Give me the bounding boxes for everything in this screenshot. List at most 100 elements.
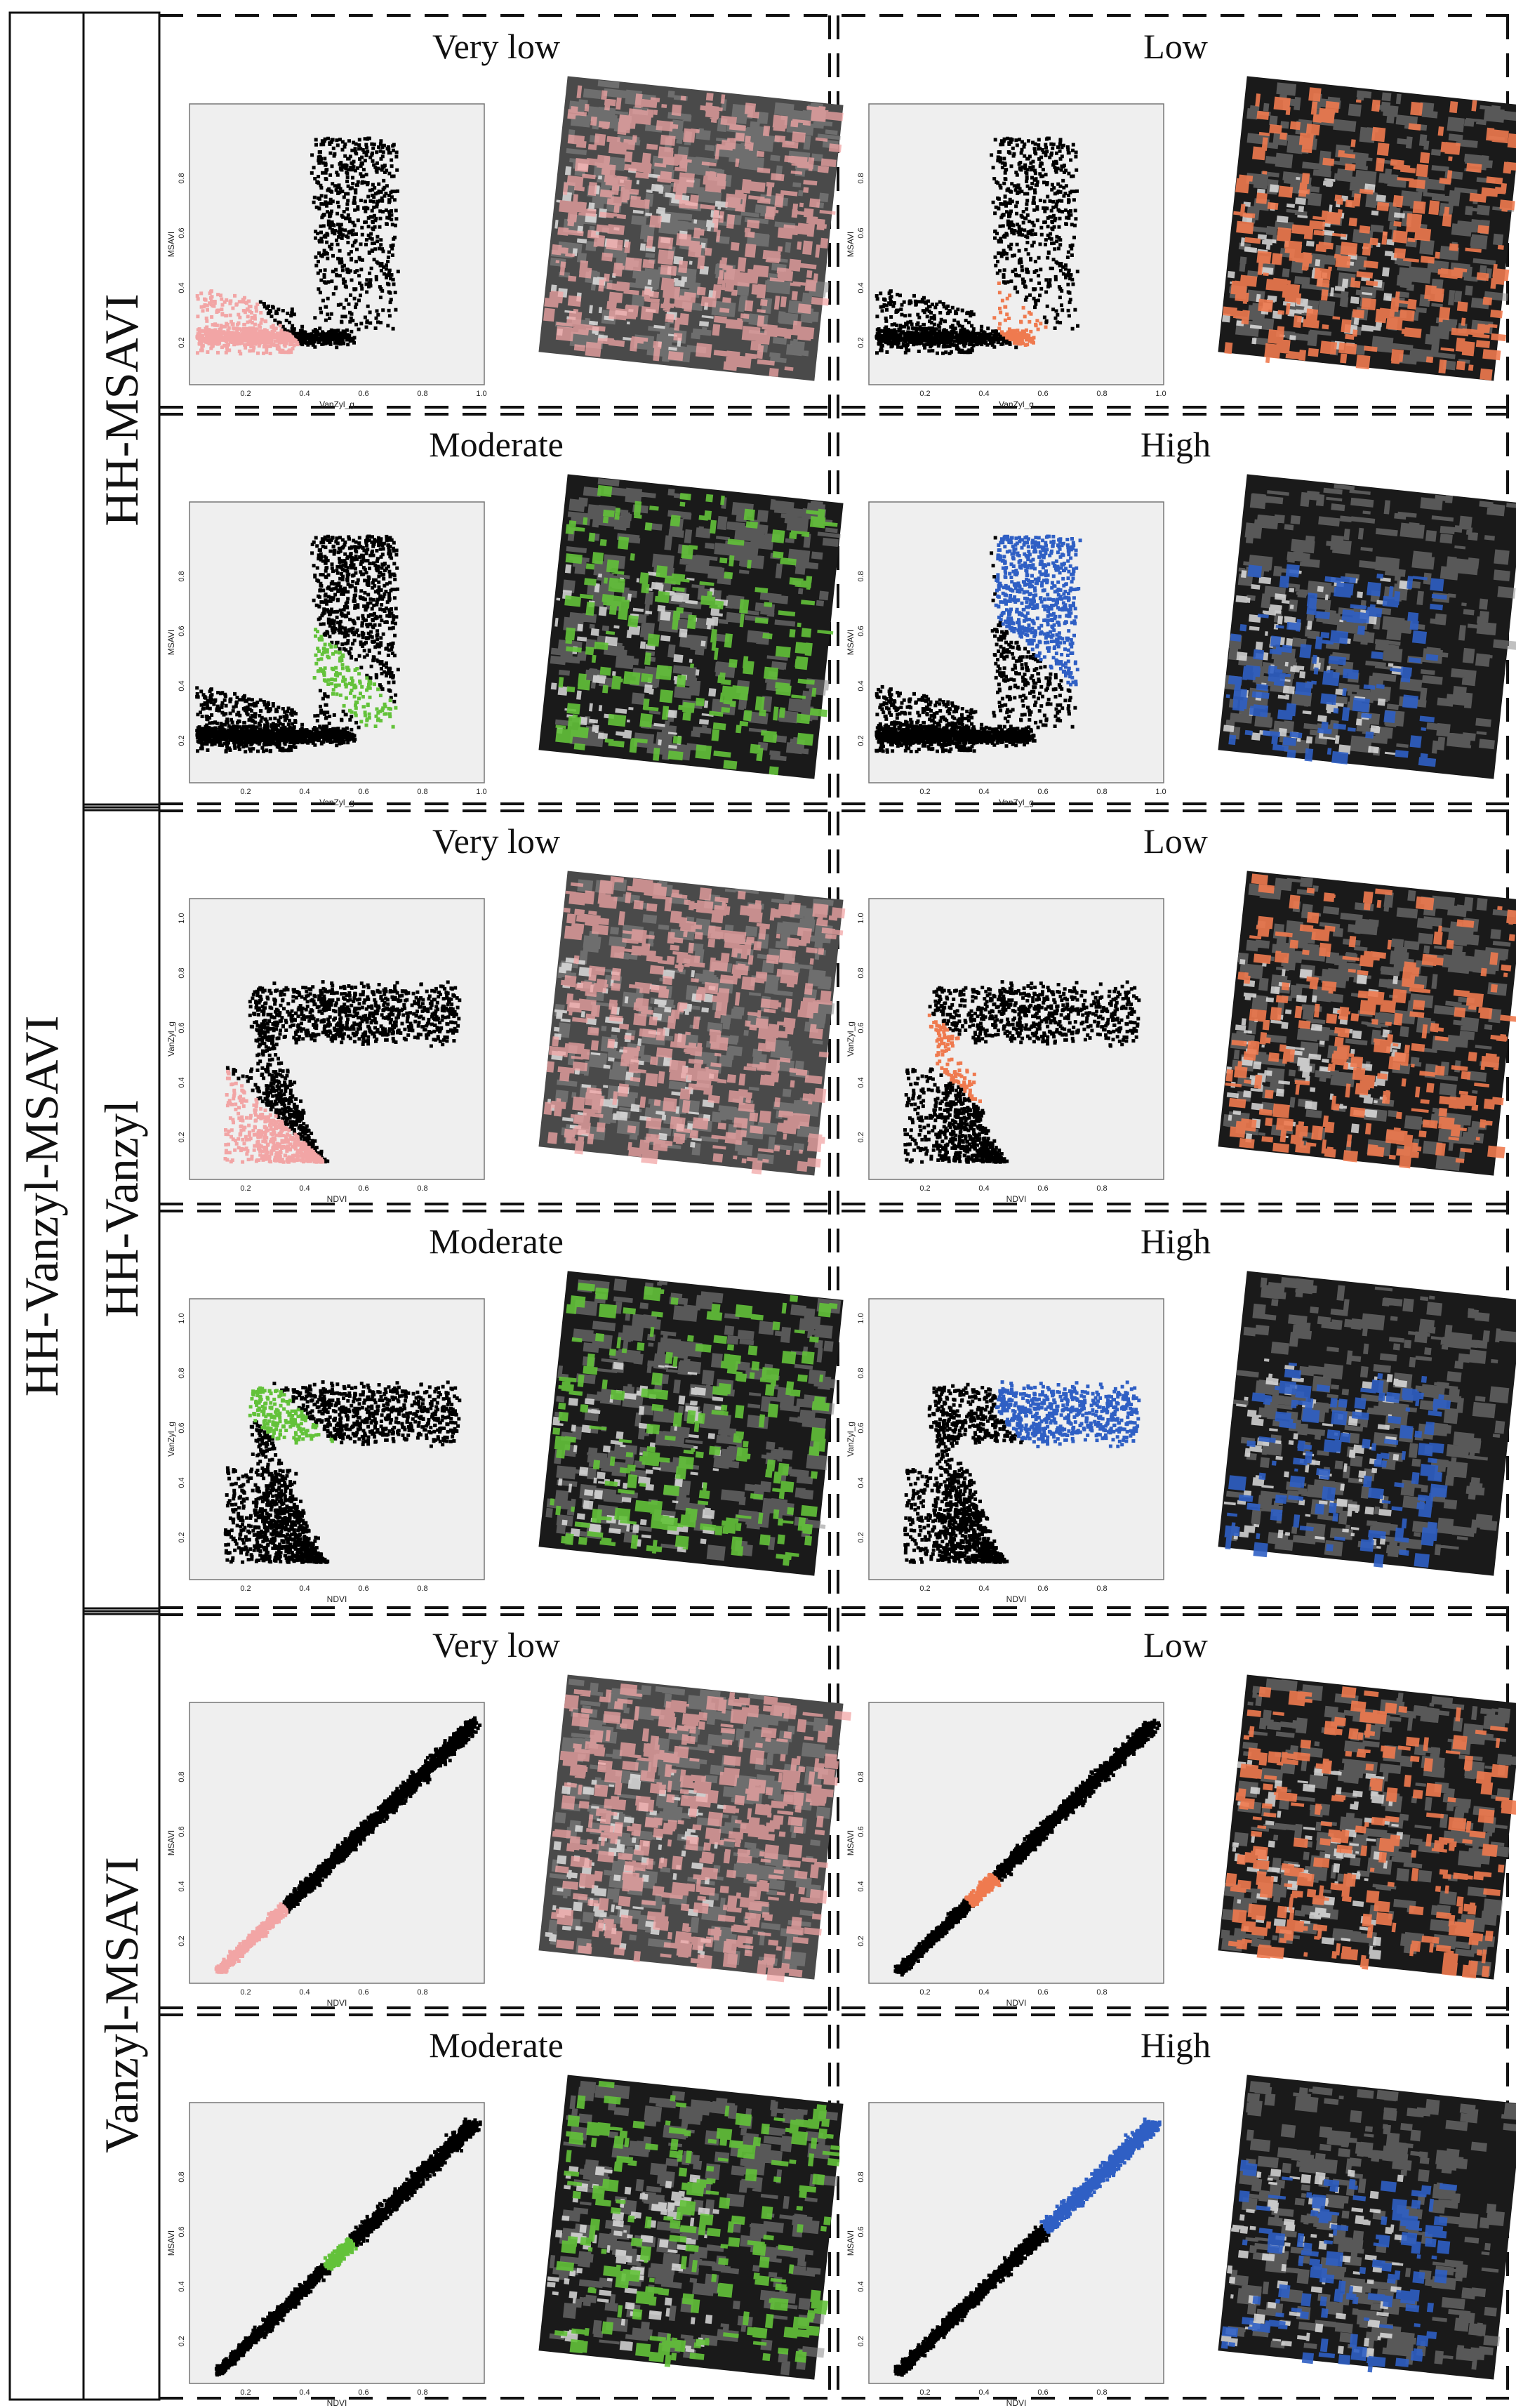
x-axis-label: NDVI — [1006, 2398, 1027, 2408]
x-tick-label: 0.6 — [1037, 1184, 1048, 1193]
panel-title: Moderate — [429, 1222, 564, 1261]
scatter-plot-area — [868, 2102, 1164, 2384]
x-tick-label: 0.2 — [919, 2388, 930, 2397]
x-tick-label: 0.2 — [919, 788, 930, 796]
scatter-points — [258, 136, 400, 350]
panel-high: High 0.2 0.4 0.6 0.8 1.0 0.2 0.4 0.6 0.8 VanZyl_g M… — [846, 425, 1516, 807]
map-class-coverage — [1225, 1686, 1516, 1979]
y-tick-label: 0.8 — [178, 1368, 186, 1378]
x-tick-label: 0.2 — [240, 1988, 251, 1997]
y-tick-label: 0.8 — [178, 967, 186, 978]
x-tick-label: 0.2 — [240, 2388, 251, 2397]
y-tick-label: 0.2 — [857, 337, 865, 348]
map-class-coverage — [1222, 87, 1516, 381]
scatter-points — [893, 1719, 1162, 1977]
x-tick-label: 0.6 — [1037, 1988, 1048, 1997]
y-tick-label: 0.4 — [857, 1881, 865, 1891]
panel-low: Low 0.2 0.4 0.6 0.8 0.2 0.4 0.6 0.8 1.0 NDVI VanZyl… — [846, 821, 1516, 1204]
panel-title: Very low — [432, 821, 560, 861]
y-tick-label: 0.4 — [178, 1077, 186, 1087]
panel-title: Low — [1143, 27, 1208, 66]
y-tick-label: 1.0 — [857, 1313, 865, 1323]
map-texture-light — [1226, 959, 1407, 1143]
classified-map — [1218, 2075, 1516, 2380]
y-tick-label: 0.6 — [178, 1422, 186, 1433]
y-tick-label: 0.8 — [857, 2171, 865, 2182]
x-tick-label: 0.6 — [358, 390, 368, 398]
y-tick-label: 0.4 — [178, 1477, 186, 1488]
y-tick-label: 0.8 — [178, 2171, 186, 2182]
scatter-points-class — [323, 2237, 358, 2271]
map-class-coverage — [555, 484, 838, 776]
y-tick-label: 0.8 — [857, 967, 865, 978]
classified-map — [1218, 76, 1516, 381]
x-tick-label: 1.0 — [1155, 390, 1166, 398]
scatter-points-class — [223, 1069, 325, 1164]
panel-moderate: Moderate 0.2 0.4 0.6 0.8 0.2 0.4 0.6 0.8 1.0 NDVI V… — [166, 1222, 844, 1604]
scatter-points — [893, 2224, 1051, 2377]
panel-title: High — [1141, 2025, 1211, 2065]
map-texture-light — [1223, 1358, 1408, 1549]
y-axis-label: VanZyl_g — [166, 1021, 176, 1057]
y-tick-label: 0.4 — [857, 2281, 865, 2291]
y-tick-label: 0.4 — [178, 1881, 186, 1891]
y-tick-label: 0.6 — [178, 1022, 186, 1033]
x-axis-label: NDVI — [1006, 1194, 1027, 1204]
panel-title: Moderate — [429, 2025, 564, 2065]
x-tick-label: 0.4 — [299, 1585, 310, 1593]
y-tick-label: 0.2 — [178, 1132, 186, 1142]
x-tick-label: 0.8 — [417, 1184, 427, 1193]
scatter-plot-area — [189, 2102, 485, 2384]
classified-map — [1218, 474, 1516, 779]
panel-high: High 0.2 0.4 0.6 0.8 0.2 0.4 0.6 0.8 NDVI MSAVI — [846, 2025, 1516, 2408]
y-tick-label: 0.6 — [178, 2226, 186, 2237]
y-tick-label: 0.8 — [857, 173, 865, 183]
x-tick-label: 0.8 — [417, 390, 427, 398]
y-tick-label: 0.8 — [857, 1368, 865, 1378]
map-class-coverage — [1225, 564, 1447, 767]
x-tick-label: 0.8 — [1096, 390, 1107, 398]
y-axis-label: MSAVI — [846, 2230, 856, 2256]
map-class-coverage — [554, 2080, 840, 2367]
x-tick-label: 0.2 — [919, 390, 930, 398]
map-class-coverage — [550, 1283, 838, 1566]
x-tick-label: 0.6 — [1037, 788, 1048, 796]
x-tick-label: 0.2 — [240, 1184, 251, 1193]
x-tick-label: 0.8 — [1096, 2388, 1107, 2397]
y-tick-label: 0.6 — [178, 227, 186, 238]
scatter-points — [282, 1716, 482, 1914]
x-axis-label: NDVI — [327, 1998, 347, 2008]
y-tick-label: 0.2 — [178, 1936, 186, 1946]
map-texture — [1227, 2081, 1516, 2370]
scatter-points — [875, 536, 1077, 754]
x-tick-label: 0.4 — [299, 1988, 310, 1997]
scatter-plot-area — [868, 1702, 1164, 1984]
map-texture — [1223, 877, 1516, 1171]
x-tick-label: 0.4 — [299, 1184, 310, 1193]
x-tick-label: 1.0 — [1155, 788, 1166, 796]
panel-moderate: Moderate 0.2 0.4 0.6 0.8 1.0 0.2 0.4 0.6 0.8 VanZy… — [166, 425, 844, 807]
panel-very-low: Very low 0.2 0.4 0.6 0.8 1.0 0.2 0.4 0.6 0.8 VanZy… — [166, 27, 844, 409]
y-axis-label: MSAVI — [846, 1830, 856, 1855]
x-tick-label: 0.8 — [1096, 1184, 1107, 1193]
x-tick-label: 0.4 — [978, 1988, 989, 1997]
y-axis-label: MSAVI — [846, 232, 856, 257]
scatter-points-class — [214, 1902, 288, 1974]
scatter-points-class — [312, 628, 398, 729]
panel-very-low: Very low 0.2 0.4 0.6 0.8 0.2 0.4 0.6 0.8 1.0 NDVI V… — [166, 821, 846, 1204]
panel-title: Very low — [432, 27, 560, 66]
x-tick-label: 0.8 — [417, 788, 427, 796]
x-tick-label: 0.8 — [1096, 1585, 1107, 1593]
panel-title: Low — [1143, 1625, 1208, 1665]
scatter-points — [214, 2117, 482, 2377]
y-tick-label: 1.0 — [857, 913, 865, 923]
panel-moderate: Moderate 0.2 0.4 0.6 0.8 0.2 0.4 0.6 0.8 NDVI MSAV… — [166, 2025, 844, 2408]
x-tick-label: 0.4 — [978, 390, 989, 398]
classified-map — [538, 474, 844, 779]
section-label: Vanzyl-MSAVI — [95, 1857, 148, 2153]
x-tick-label: 0.6 — [1037, 390, 1048, 398]
x-tick-label: 0.4 — [978, 2388, 989, 2397]
scatter-points — [195, 534, 400, 754]
y-axis-label: MSAVI — [166, 232, 176, 257]
y-tick-label: 0.4 — [178, 2281, 186, 2291]
